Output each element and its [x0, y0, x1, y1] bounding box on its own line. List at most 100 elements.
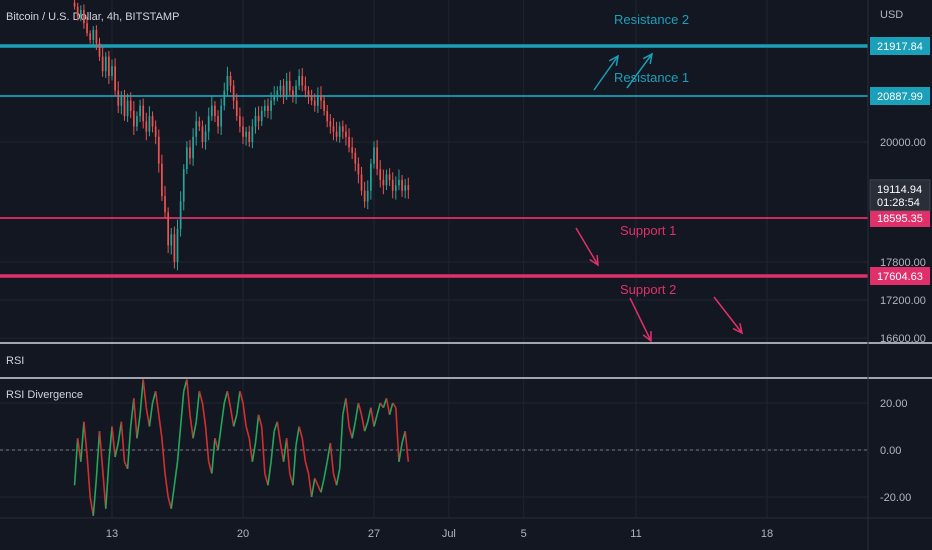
rsi-segment [404, 431, 410, 462]
rsi-segment [338, 414, 344, 469]
candle-body [92, 29, 95, 40]
rsi-segment [164, 473, 169, 498]
price-axis[interactable]: 16600.00 17200.00 17800.00 20000.00 [880, 137, 926, 345]
rsi-segment [108, 426, 113, 462]
candle-body [189, 147, 191, 159]
rsi-segment [260, 426, 266, 474]
rsi-segment [298, 426, 304, 439]
candle-body [98, 43, 101, 57]
time-tick-label: 18 [761, 528, 773, 540]
candle-body [114, 66, 116, 91]
candle-body [217, 116, 219, 127]
rsi-segment [204, 426, 210, 462]
rsi-segment [335, 468, 341, 486]
rsi-segment [307, 473, 313, 498]
rsi-segment [95, 431, 101, 479]
rsi-divergence-panel-label: RSI Divergence [6, 389, 83, 401]
rsi-segment [354, 402, 360, 422]
candle-body [104, 56, 107, 72]
price-tag-resistance-2: 21917.84 [870, 37, 930, 55]
arrow-down-3 [575, 227, 599, 267]
rsi-axis[interactable]: 20.00 0.00 -20.00 [880, 398, 911, 504]
candle-body [232, 85, 235, 101]
candle-body [388, 174, 391, 180]
price-tick-label: 20000.00 [880, 137, 926, 149]
candle-body [373, 147, 375, 164]
rsi-segment [111, 426, 116, 458]
candle-body [316, 95, 319, 106]
candle-body [360, 174, 363, 191]
candle-body [335, 131, 338, 137]
rsi-segment [114, 442, 120, 458]
time-tick-label: Jul [442, 528, 456, 540]
arrow-up-1 [593, 54, 619, 91]
rsi-segment [292, 445, 297, 486]
candle-body [270, 100, 272, 111]
rsi-segment [86, 454, 91, 498]
candle-body [120, 95, 123, 106]
candle-body [304, 85, 307, 91]
rsi-segment [154, 391, 160, 415]
rsi-segment [285, 438, 291, 474]
candle-body [176, 228, 179, 262]
price-tag-support-2: 17604.63 [870, 267, 930, 285]
rsi-segment [120, 421, 126, 462]
candle-body [382, 179, 385, 186]
rsi-segment [310, 478, 316, 498]
candle-body [164, 196, 166, 213]
candle-body [376, 147, 378, 170]
currency-label: USD [880, 9, 903, 21]
time-axis[interactable]: 13 20 27 Jul 5 11 18 [106, 528, 773, 540]
candle-body [379, 169, 382, 180]
rsi-segment [80, 421, 85, 462]
candle-body [404, 185, 407, 191]
rsi-segment [251, 442, 257, 462]
svg-text:17604.63: 17604.63 [877, 271, 923, 283]
rsi-segment [370, 407, 375, 427]
rsi-divergence-series [0, 379, 868, 516]
candle-body [366, 190, 369, 202]
rsi-segment [179, 391, 185, 427]
time-tick-label: 11 [630, 528, 641, 540]
rsi-segment [73, 438, 79, 486]
candle-body [248, 131, 251, 142]
candle-body [210, 105, 213, 117]
candle-body [142, 105, 145, 122]
candle-body [223, 90, 226, 106]
level-lines [0, 44, 868, 278]
candle-body [267, 105, 269, 111]
candle-body [185, 147, 188, 170]
candle-body [179, 201, 182, 229]
price-tick-label: 17800.00 [880, 257, 926, 269]
candle-body [348, 136, 350, 148]
rsi-segment [192, 421, 198, 439]
rsi-segment [189, 414, 194, 439]
candle-body [151, 116, 154, 127]
candle-body [394, 185, 397, 191]
candle-body [111, 66, 113, 76]
rsi-segment [136, 414, 141, 439]
rsi-segment [226, 391, 232, 408]
candle-body [351, 147, 354, 153]
rsi-segment [385, 398, 391, 415]
candle-body [298, 75, 301, 86]
rsi-segment [242, 402, 247, 427]
candle-body [310, 95, 313, 101]
time-tick-label: 20 [237, 528, 249, 540]
rsi-segment [342, 398, 347, 415]
time-tick-label: 13 [106, 528, 118, 540]
rsi-segment [235, 391, 241, 415]
arrow-up-2 [626, 52, 654, 89]
rsi-segment [101, 468, 107, 509]
candle-body [260, 110, 263, 122]
rsi-segment [201, 402, 207, 427]
rsi-segment [329, 442, 335, 474]
rsi-segment [198, 391, 204, 404]
rsi-segment [157, 414, 163, 439]
annotation-resistance-1: Resistance 1 [614, 70, 689, 85]
arrow-down-4 [629, 297, 652, 343]
rsi-segment [257, 414, 263, 427]
candle-body [282, 85, 285, 96]
